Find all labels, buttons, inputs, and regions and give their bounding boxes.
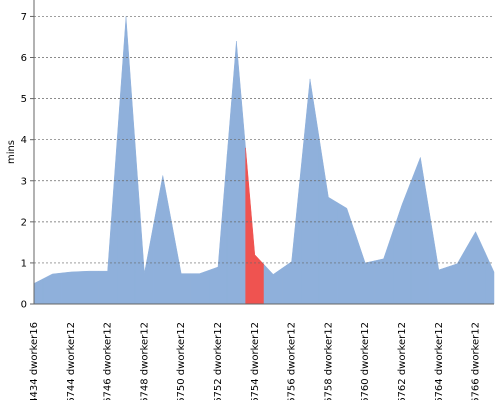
area-segment (300, 78, 320, 305)
x-tick-label: #6754 dworker12 (250, 322, 261, 400)
area-segment (61, 271, 81, 305)
area-segment (134, 144, 154, 305)
y-tick-label: 0 (21, 300, 27, 311)
area-segment (263, 263, 283, 305)
x-tick-label: #6744 dworker12 (66, 322, 77, 400)
area-segment (429, 213, 449, 305)
y-tick-label: 4 (21, 135, 27, 146)
area-segment (98, 143, 118, 305)
area-segment (33, 278, 44, 305)
x-tick-label: #6756 dworker12 (287, 322, 298, 400)
area-segment (226, 41, 246, 305)
area-segment (282, 170, 302, 305)
y-axis-label: mins (6, 140, 17, 164)
area-segment (337, 202, 357, 305)
y-tick-label: 1 (21, 258, 27, 269)
y-tick-label: 5 (21, 94, 27, 105)
x-tick-label: #6746 dworker12 (103, 322, 114, 400)
x-tick-label: #6758 dworker12 (323, 322, 334, 400)
area-segment (410, 156, 430, 305)
y-tick-label: 7 (21, 12, 27, 23)
area-segment (374, 231, 394, 305)
area-segment (171, 224, 191, 305)
y-tick-label: 3 (21, 176, 27, 187)
area-segment (318, 137, 338, 305)
area-segment (79, 270, 99, 305)
area-segment (447, 246, 467, 305)
x-tick-label: #6760 dworker12 (360, 322, 371, 400)
area-segment (208, 154, 228, 305)
area-segment (42, 272, 62, 305)
x-tick-label: #4434 dworker16 (29, 322, 40, 400)
area-segment (355, 235, 375, 305)
y-tick-label: 2 (21, 217, 27, 228)
area-segment (153, 175, 173, 305)
area-segment (190, 269, 210, 305)
x-tick-label: #6762 dworker12 (397, 322, 408, 400)
area-segment (116, 16, 136, 305)
area-segment (392, 180, 412, 305)
area-segment (245, 147, 265, 305)
y-tick-label: 6 (21, 53, 27, 64)
area-segment (484, 251, 495, 305)
x-tick-label: #6752 dworker12 (213, 322, 224, 400)
x-tick-label: #6764 dworker12 (434, 322, 445, 400)
x-tick-label: #6766 dworker12 (471, 322, 482, 400)
x-tick-label: #6750 dworker12 (176, 322, 187, 400)
x-tick-label: #6748 dworker12 (139, 322, 150, 400)
area-segment (466, 231, 486, 305)
